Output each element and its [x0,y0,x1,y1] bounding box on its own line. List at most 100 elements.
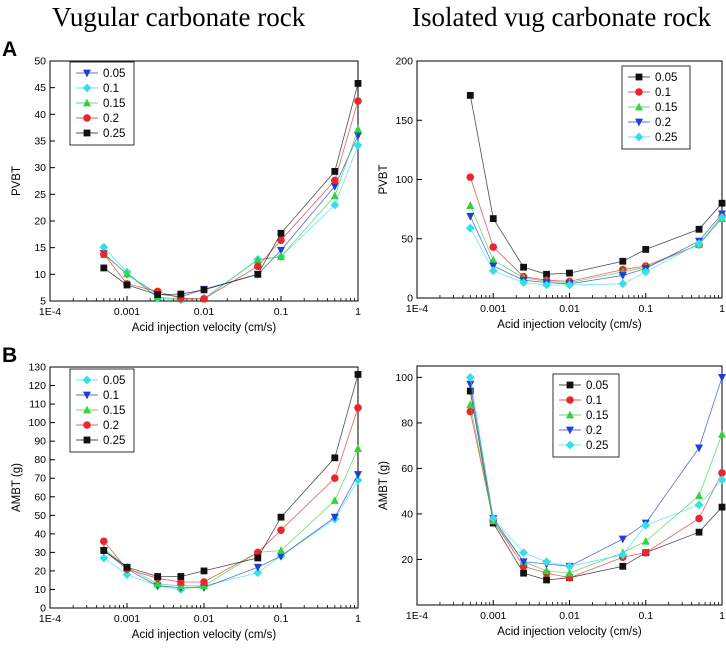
series-line [103,479,359,590]
data-point [695,514,703,523]
data-point [619,257,627,265]
legend-marker [635,102,643,111]
data-point [330,200,340,210]
series-line [103,135,359,298]
series-line [103,129,359,300]
y-tick-label: 110 [29,399,46,411]
y-tick-label: 30 [34,162,46,174]
legend-label: 0.1 [103,390,119,402]
series-line [103,83,359,296]
legend-label: 0.2 [103,113,119,125]
data-point [253,255,262,264]
data-point [154,573,162,580]
data-point [466,173,475,181]
data-point [465,372,475,382]
data-point [330,191,339,200]
data-point [641,267,651,277]
chart-tr: 1E-4 0.001 0.01 0.1 1 0 50 100 150 200 Acid inject… [378,56,726,331]
data-point [177,290,185,298]
chart-br: 1E-4 0.001 0.01 0.1 1 20 40 60 80 100 Acid injecti… [378,365,726,638]
x-tick-label: 0.01 [194,306,215,318]
y-tick-label: 90 [34,436,46,448]
legend-box [69,368,135,453]
data-point [177,578,185,586]
data-point [277,526,285,534]
data-point [254,270,262,278]
legend-marker [566,381,574,389]
data-point [353,475,363,485]
series-line [103,100,359,300]
data-point [331,168,339,175]
data-point [542,280,551,290]
data-point [718,469,726,477]
data-point [618,272,627,280]
y-tick-label: 100 [395,372,413,384]
y-tick-label: 60 [401,463,413,475]
legend-label: 0.05 [103,375,125,387]
y-tick-label: 120 [28,380,46,392]
legend-label: 0.25 [103,128,125,140]
data-point [641,520,651,530]
legend-label: 0.1 [103,83,119,95]
x-tick-label: 1 [719,303,725,315]
y-tick-label: 130 [28,362,46,374]
y-tick-label: 30 [34,547,46,559]
data-point [695,225,703,233]
data-point [641,536,650,545]
x-axis-label: Acid injection velocity (cm/s) [132,629,277,641]
legend-marker [83,405,91,414]
data-point [277,513,285,521]
x-tick-label: 0.1 [274,306,289,318]
x-tick-label: 0.001 [480,303,506,315]
x-tick-label: 1 [355,306,361,318]
data-point [177,573,185,580]
data-point [718,373,726,382]
legend-marker [83,391,91,400]
legend-marker [566,426,574,435]
y-tick-label: 40 [34,109,46,121]
legend-marker [83,436,91,444]
row-label-a: A [2,38,18,61]
y-tick-label: 0 [407,293,413,305]
data-point [618,279,628,289]
legend-marker [565,440,575,450]
y-tick-label: 20 [401,554,413,566]
legend-marker [82,83,92,93]
series-line [469,217,723,286]
data-point [100,547,108,554]
data-point [123,269,131,278]
data-point [277,246,285,255]
series-line [103,374,359,577]
data-point [618,550,628,560]
legend-label: 0.25 [655,132,677,144]
y-tick-label: 35 [34,136,46,148]
data-point [520,263,527,271]
x-tick-label: 0.1 [274,613,289,625]
data-point [277,252,285,261]
y-tick-label: 20 [34,565,46,577]
data-point [354,124,362,133]
data-point [718,199,726,207]
x-tick-label: 1E-4 [406,610,428,622]
y-tick-label: 5 [40,296,46,308]
data-point [99,553,109,563]
data-point [489,243,498,251]
data-point [565,561,574,571]
data-point [354,403,362,412]
y-tick-label: 100 [28,417,46,429]
data-point [330,182,339,191]
legend-label: 0.15 [655,102,677,114]
data-point [695,444,704,453]
data-point [354,371,362,378]
data-point [153,579,162,588]
data-point [543,576,550,584]
x-tick-label: 0.01 [194,613,215,625]
y-tick-label: 50 [34,510,46,522]
data-point [353,140,363,150]
series-line [103,448,359,587]
legend-label: 0.15 [586,410,608,422]
y-tick-label: 0 [40,603,46,615]
data-point [154,291,162,298]
legend-marker [566,410,574,419]
x-tick-label: 0.01 [559,303,580,315]
